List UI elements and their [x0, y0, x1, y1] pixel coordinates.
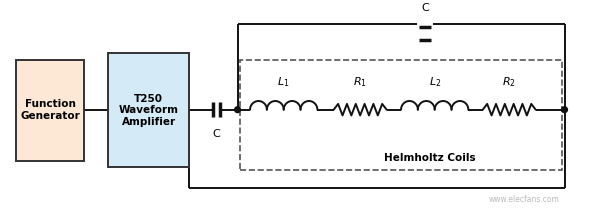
Text: Helmholtz Coils: Helmholtz Coils	[384, 153, 476, 163]
Text: Function
Generator: Function Generator	[20, 99, 80, 121]
FancyBboxPatch shape	[108, 53, 189, 167]
Circle shape	[561, 107, 567, 112]
Text: $R_1$: $R_1$	[353, 75, 367, 89]
Text: www.elecfans.com: www.elecfans.com	[489, 195, 560, 204]
Circle shape	[235, 107, 241, 112]
FancyBboxPatch shape	[16, 60, 84, 161]
Text: T250
Waveform
Amplifier: T250 Waveform Amplifier	[119, 94, 178, 127]
Text: $R_2$: $R_2$	[502, 75, 516, 89]
Text: $L_1$: $L_1$	[277, 75, 290, 89]
Text: C: C	[421, 3, 429, 13]
Text: $L_2$: $L_2$	[429, 75, 441, 89]
Text: C: C	[212, 129, 220, 139]
